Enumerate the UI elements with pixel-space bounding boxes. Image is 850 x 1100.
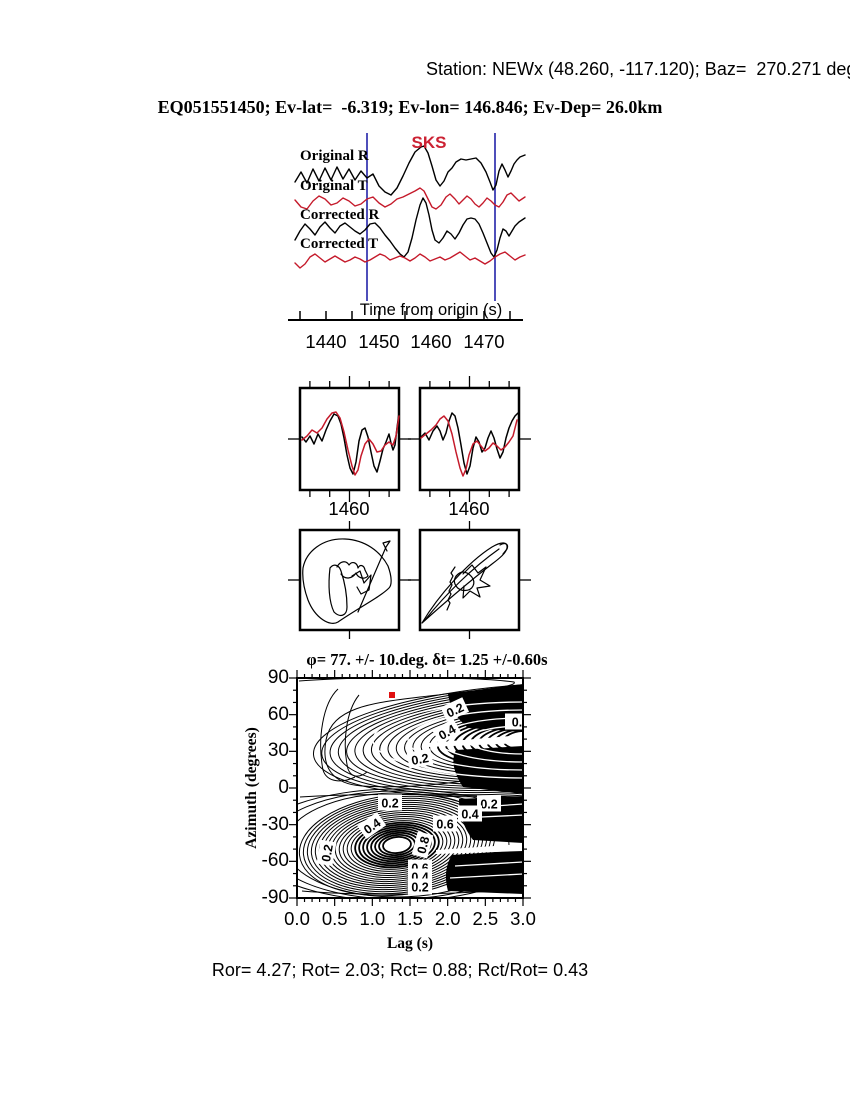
trace xyxy=(420,412,519,475)
station-header: Station: NEWx (48.260, -117.120); Baz= 2… xyxy=(426,59,850,79)
time-axis-title: Time from origin (s) xyxy=(359,301,503,319)
trace-original-r xyxy=(294,145,526,196)
trace xyxy=(301,411,400,476)
lag-tick-label: 2.5 xyxy=(472,908,499,929)
trace-original-t xyxy=(294,187,526,210)
contour-title: φ= 77. +/- 10.deg. δt= 1.25 +/-0.60s xyxy=(306,650,548,669)
svg-text:0.4: 0.4 xyxy=(461,808,478,822)
lag-tick-label: 1.0 xyxy=(359,908,386,929)
lag-tick-label: 1.5 xyxy=(397,908,423,929)
trace-label-corrected-t: Corrected T xyxy=(300,236,379,252)
lag-tick-label: 2.0 xyxy=(434,908,461,929)
phase-label-sks: SKS xyxy=(411,133,447,152)
trace-label-original-t: Original T xyxy=(300,178,368,194)
trace xyxy=(420,415,518,477)
window-left-time-label: 1460 xyxy=(328,498,370,519)
best-fit-marker xyxy=(389,692,395,698)
contour-level-label: 0.2 xyxy=(408,878,432,895)
time-tick-label: 1450 xyxy=(358,331,400,352)
contour-level-label: 0.4 xyxy=(458,805,482,822)
splitting-stats-footer: Ror= 4.27; Rot= 2.03; Rct= 0.88; Rct/Rot… xyxy=(211,960,589,980)
azimuth-tick-label: 90 xyxy=(267,667,289,688)
window-panel xyxy=(408,376,531,502)
azimuth-tick-label: -60 xyxy=(261,850,289,872)
azimuth-axis-label: Azimuth (degrees) xyxy=(243,727,260,849)
azimuth-tick-label: -30 xyxy=(261,813,289,835)
window-right-time-label: 1460 xyxy=(448,498,490,519)
contour-level-label: 0.2 xyxy=(440,697,470,722)
svg-text:0.2: 0.2 xyxy=(381,797,398,811)
contour-level-label: 0.8 xyxy=(411,831,434,859)
azimuth-tick-label: 60 xyxy=(267,703,289,725)
trace-corrected-t xyxy=(294,251,526,269)
time-tick-label: 1470 xyxy=(463,331,505,352)
lag-tick-label: 3.0 xyxy=(510,908,536,929)
svg-text:0.6: 0.6 xyxy=(436,818,453,832)
waveform-panel xyxy=(288,133,526,321)
contour-field xyxy=(297,678,523,898)
contour-level-label: 0.2 xyxy=(477,795,501,812)
lag-tick-label: 0.5 xyxy=(321,908,348,929)
time-tick-label: 1440 xyxy=(305,331,347,352)
particle-motion-panel xyxy=(408,521,531,639)
svg-text:0.2: 0.2 xyxy=(480,798,497,812)
contour-level-label: 0.2 xyxy=(406,748,434,769)
trace xyxy=(301,412,400,475)
azimuth-tick-label: -90 xyxy=(261,887,289,908)
svg-text:0.2: 0.2 xyxy=(410,751,430,768)
contour-level-label: 0.2 xyxy=(378,794,402,811)
azimuth-tick-label: 30 xyxy=(267,740,289,762)
azimuth-tick-label: 0 xyxy=(278,777,289,798)
svg-text:0.2: 0.2 xyxy=(444,700,466,720)
window-panel xyxy=(288,376,411,502)
svg-text:0.8: 0.8 xyxy=(414,835,432,855)
lag-tick-label: 0.0 xyxy=(284,908,310,929)
trace-corrected-r xyxy=(294,197,526,258)
contour-axes xyxy=(289,670,531,906)
svg-text:0.2: 0.2 xyxy=(319,843,336,863)
event-header: EQ051551450; Ev-lat= -6.319; Ev-lon= 146… xyxy=(157,97,663,117)
trace-label-original-r: Original R xyxy=(300,148,369,164)
time-tick-label: 1460 xyxy=(410,331,452,352)
trace-label-corrected-r: Corrected R xyxy=(300,207,380,223)
contour-level-label: 0.6 xyxy=(433,815,457,832)
particle-motion-panel xyxy=(288,521,411,639)
lag-axis-label: Lag (s) xyxy=(386,935,434,952)
svg-text:0.2: 0.2 xyxy=(411,881,428,895)
svg-text:0.: 0. xyxy=(512,716,522,730)
contour-level-label: 0.2 xyxy=(316,839,337,867)
